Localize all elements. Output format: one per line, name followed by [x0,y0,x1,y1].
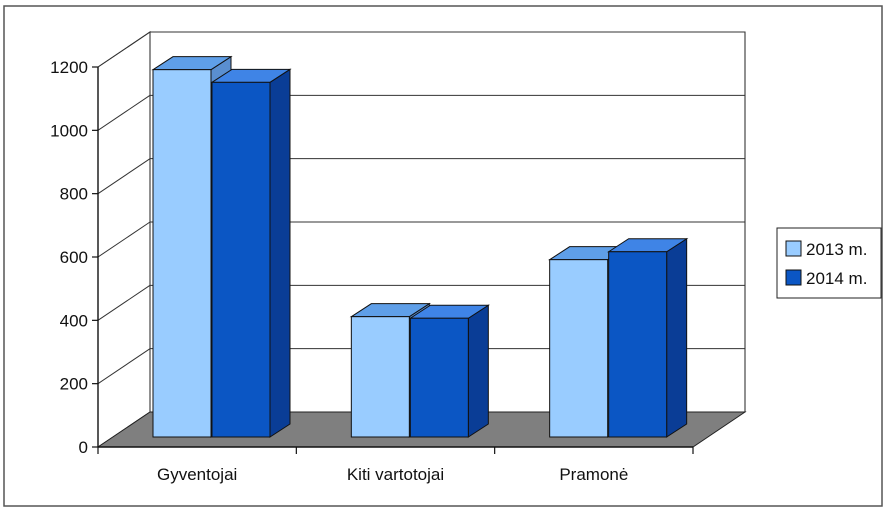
bar-front-face [549,259,609,438]
y-tick-label: 800 [60,185,88,204]
bar-front-face [211,81,271,438]
bar-side-face [666,237,688,438]
y-tick-label: 200 [60,375,88,394]
bar-front-face [409,317,469,438]
bar-side-face [467,304,489,438]
x-category-label: Gyventojai [157,465,237,484]
gridline-side [97,31,151,68]
legend-label: 2013 m. [806,240,867,259]
y-tick-label: 600 [60,248,88,267]
bar-1-1 [408,304,491,438]
x-category-label: Kiti vartotojai [347,465,444,484]
bar-side-face [269,68,291,438]
gridline-side [97,348,151,385]
legend-swatch [785,269,802,286]
gridline-side [97,94,151,131]
y-tick-label: 1000 [50,121,88,140]
y-tick-label: 0 [79,438,88,457]
x-category-label: Pramonė [559,465,628,484]
gridline-side [97,158,151,195]
bar-front-face [152,69,212,438]
legend-label: 2014 m. [806,269,867,288]
y-tick-label: 1200 [50,58,88,77]
legend-box [776,227,882,299]
legend-swatch [785,240,802,257]
y-tick-label: 400 [60,311,88,330]
bar-2-1 [606,237,689,438]
bar-0-1 [210,68,292,438]
bar-front-face [350,316,410,438]
gridline-side [97,284,151,321]
bar-front-face [608,251,668,438]
gridline-side [97,221,151,258]
